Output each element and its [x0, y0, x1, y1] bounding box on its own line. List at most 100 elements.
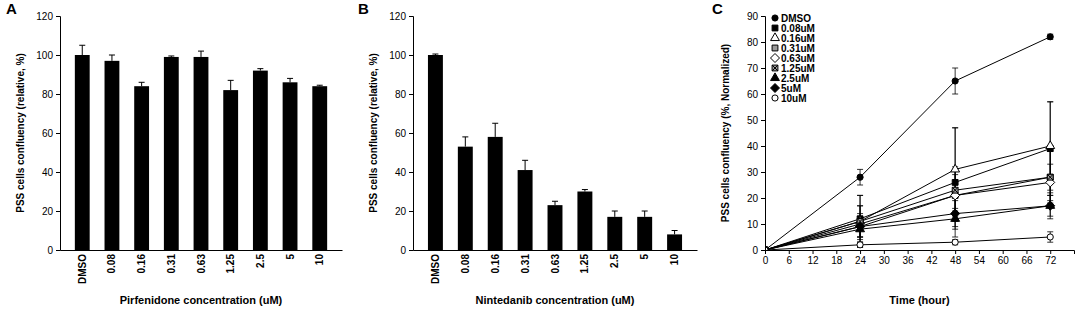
y-tick-label: 0	[47, 245, 53, 256]
y-tick-label: 20	[42, 206, 54, 217]
y-tick-mark	[56, 94, 60, 95]
y-tick: 90	[747, 11, 765, 22]
y-tick: 70	[747, 63, 765, 74]
y-tick-mark	[409, 172, 413, 173]
panel: 0102030405060708090061218243036424854606…	[712, 0, 1075, 306]
legend-marker	[771, 73, 780, 81]
y-tick: 80	[747, 37, 765, 48]
x-tick-label: 12	[807, 255, 819, 266]
series-line	[765, 37, 1050, 250]
marker	[1047, 34, 1053, 40]
x-tick: 0.31	[166, 254, 177, 274]
x-tick-mark	[979, 250, 980, 254]
x-tick-mark	[1050, 250, 1051, 254]
error-bar	[287, 78, 293, 82]
y-tick-mark	[761, 198, 765, 199]
series-line	[765, 146, 1050, 250]
x-tick-mark	[955, 250, 956, 254]
y-tick: 0	[400, 245, 413, 256]
x-tick: 18	[831, 250, 843, 266]
x-axis-line	[766, 251, 1075, 255]
y-tick-mark	[761, 250, 765, 251]
marker	[952, 239, 958, 245]
y-tick-mark	[56, 172, 60, 173]
marker	[857, 242, 863, 248]
y-tick-label: 60	[395, 128, 407, 139]
x-tick: 5	[639, 254, 650, 260]
x-tick-mark	[1003, 250, 1004, 254]
x-tick: 0.16	[490, 254, 501, 274]
y-tick-label: 20	[747, 193, 759, 204]
y-tick-label: 40	[395, 167, 407, 178]
x-tick: 30	[879, 250, 891, 266]
error-bar	[462, 137, 468, 147]
y-tick: 100	[389, 50, 413, 61]
y-tick: 50	[747, 115, 765, 126]
x-axis: 061218243036424854606672	[763, 250, 1075, 266]
marker	[857, 174, 863, 180]
y-tick-mark	[761, 42, 765, 43]
bar	[253, 71, 268, 250]
y-tick-label: 0	[400, 245, 406, 256]
y-tick-mark	[409, 55, 413, 56]
y-tick: 60	[42, 128, 60, 139]
y-tick-label: 60	[42, 128, 54, 139]
x-tick-label: 30	[879, 255, 891, 266]
bar	[105, 61, 120, 250]
y-tick-mark	[409, 94, 413, 95]
x-tick: 48	[950, 250, 962, 266]
bar	[312, 86, 327, 250]
y-axis-line	[761, 17, 766, 251]
y-tick-mark	[409, 211, 413, 212]
y-tick-label: 80	[395, 89, 407, 100]
x-tick-label: 48	[950, 255, 962, 266]
error-bar	[168, 55, 174, 57]
x-tick: 24	[855, 250, 867, 266]
error-bar	[228, 80, 234, 90]
x-tick: 36	[903, 250, 915, 266]
legend-marker	[771, 33, 780, 41]
x-tick-label: 2.5	[609, 254, 620, 268]
y-tick: 100	[36, 50, 60, 61]
y-tick: 120	[36, 11, 60, 22]
plot-area	[75, 45, 327, 250]
y-tick-mark	[761, 120, 765, 121]
x-tick-label: 72	[1045, 255, 1057, 266]
error-bar	[672, 231, 678, 235]
y-tick: 0	[47, 245, 60, 256]
y-tick-label: 30	[747, 167, 759, 178]
x-tick: 10	[314, 254, 325, 266]
y-axis-line	[409, 17, 414, 251]
x-tick-mark	[908, 250, 909, 254]
x-axis: DMSO0.080.160.310.631.252.5510	[414, 251, 698, 285]
x-tick: 6	[786, 250, 792, 266]
bar	[577, 192, 592, 251]
y-tick-mark	[56, 16, 60, 17]
legend-marker	[772, 15, 778, 21]
bar	[194, 57, 209, 250]
x-tick: 1.25	[579, 254, 590, 274]
y-tick-mark	[761, 172, 765, 173]
series-line	[765, 206, 1050, 250]
bar	[75, 55, 90, 250]
x-tick-label: 0.63	[196, 254, 207, 274]
error-bar	[952, 68, 958, 94]
bar	[283, 82, 298, 250]
chart-root: 020406080100120DMSO0.080.160.310.631.252…	[0, 0, 1086, 316]
x-tick-mark	[836, 250, 837, 254]
y-tick: 10	[747, 219, 765, 230]
error-bar	[522, 160, 528, 170]
error-bar	[139, 82, 145, 86]
y-tick-mark	[409, 133, 413, 134]
y-tick: 20	[42, 206, 60, 217]
y-tick: 60	[395, 128, 413, 139]
legend-marker	[772, 25, 778, 31]
error-bar	[612, 211, 618, 217]
x-tick-label: 0	[763, 255, 769, 266]
x-tick-label: 60	[998, 255, 1010, 266]
y-tick-label: 0	[752, 245, 758, 256]
y-tick: 20	[747, 193, 765, 204]
x-tick-label: 18	[831, 255, 843, 266]
x-axis-title: Time (hour)	[889, 294, 950, 306]
x-tick: 1.25	[225, 254, 236, 274]
